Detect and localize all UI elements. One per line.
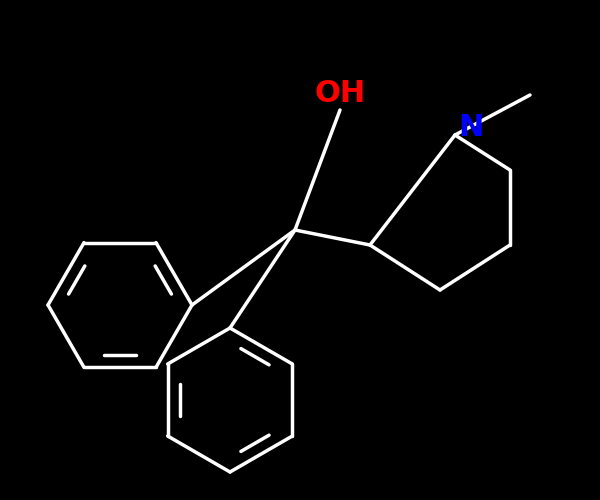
Text: OH: OH <box>314 80 365 108</box>
Text: N: N <box>458 112 484 142</box>
